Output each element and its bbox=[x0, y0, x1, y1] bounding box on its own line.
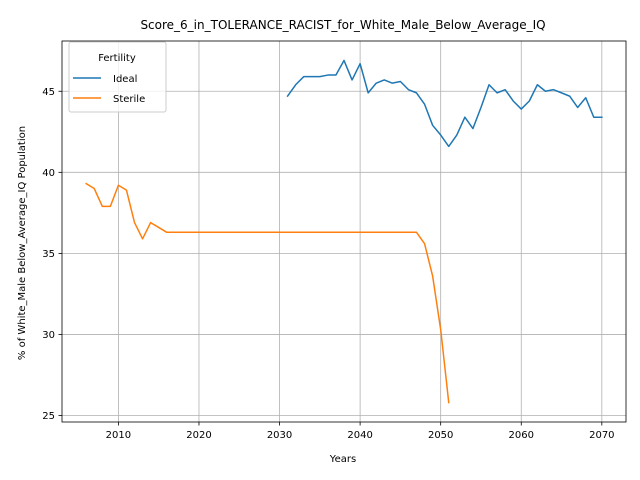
x-tick-label: 2070 bbox=[589, 430, 614, 441]
x-axis-ticks: 2010 2020 2030 2040 2050 2060 2070 bbox=[106, 422, 615, 441]
x-tick-label: 2040 bbox=[347, 430, 372, 441]
y-tick-label: 35 bbox=[42, 249, 55, 260]
y-tick-label: 40 bbox=[42, 168, 55, 179]
chart-title: Score_6_in_TOLERANCE_RACIST_for_White_Ma… bbox=[140, 18, 545, 32]
plot-frame bbox=[61, 40, 627, 423]
y-tick-label: 30 bbox=[42, 330, 55, 341]
legend-label-sterile: Sterile bbox=[113, 94, 145, 105]
x-tick-label: 2020 bbox=[186, 430, 211, 441]
series-lines bbox=[85, 59, 603, 404]
x-tick-label: 2010 bbox=[106, 430, 131, 441]
legend-box bbox=[68, 41, 167, 113]
y-tick-label: 45 bbox=[42, 87, 55, 98]
grid bbox=[62, 41, 626, 422]
legend: Fertility Ideal Sterile bbox=[68, 41, 167, 113]
legend-label-ideal: Ideal bbox=[113, 74, 137, 85]
x-tick-label: 2030 bbox=[267, 430, 292, 441]
y-axis-ticks: 25 30 35 40 45 bbox=[42, 87, 62, 422]
legend-title: Fertility bbox=[98, 53, 136, 64]
y-axis-label: % of White_Male Below_Average_IQ Populat… bbox=[17, 126, 28, 360]
x-axis-label: Years bbox=[329, 454, 356, 465]
x-tick-label: 2060 bbox=[509, 430, 534, 441]
x-tick-label: 2050 bbox=[428, 430, 453, 441]
series-line-sterile bbox=[85, 182, 450, 404]
y-tick-label: 25 bbox=[42, 411, 55, 422]
series-line-ideal bbox=[286, 59, 603, 148]
